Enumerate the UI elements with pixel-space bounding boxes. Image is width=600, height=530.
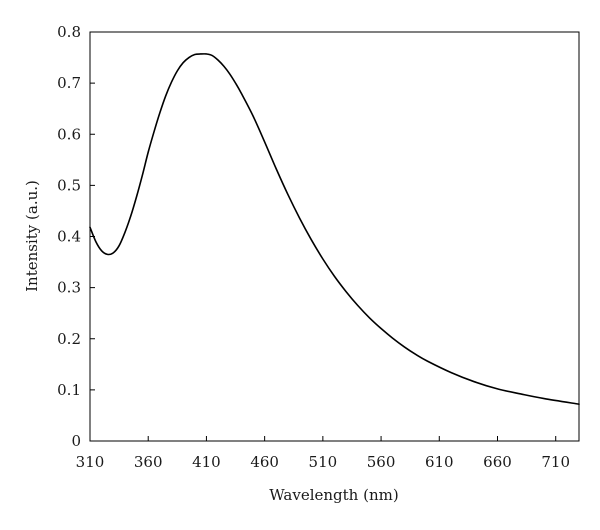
x-tick-label: 560 bbox=[367, 453, 396, 471]
y-tick-label: 0.6 bbox=[57, 125, 81, 143]
y-tick-label: 0.3 bbox=[57, 279, 81, 297]
plot-frame bbox=[89, 31, 580, 442]
tick-labels: 310 360 410 460 510 560 610 660 710 0 0.1 0.2 0.3 0.4… bbox=[57, 23, 570, 471]
y-tick-label: 0.5 bbox=[57, 176, 81, 194]
y-tick-label: 0.2 bbox=[57, 330, 81, 348]
x-tick-label: 310 bbox=[76, 453, 105, 471]
y-tick-label: 0.7 bbox=[57, 74, 81, 92]
series-layer bbox=[89, 53, 580, 405]
x-tick-label: 410 bbox=[192, 453, 221, 471]
x-tick-label: 610 bbox=[425, 453, 454, 471]
y-tick-label: 0.4 bbox=[57, 228, 81, 246]
x-tick-label: 710 bbox=[541, 453, 570, 471]
x-axis-label: Wavelength (nm) bbox=[269, 486, 398, 504]
series-line-intensity bbox=[89, 53, 580, 405]
x-tick-label: 510 bbox=[309, 453, 338, 471]
y-tick-label: 0.1 bbox=[57, 381, 81, 399]
y-axis-label: Intensity (a.u.) bbox=[23, 180, 41, 292]
x-tick-label: 360 bbox=[134, 453, 163, 471]
tick-marks bbox=[89, 31, 557, 442]
y-tick-label: 0 bbox=[71, 432, 81, 450]
x-tick-label: 460 bbox=[250, 453, 279, 471]
x-tick-label: 660 bbox=[483, 453, 512, 471]
y-tick-label: 0.8 bbox=[57, 23, 81, 41]
